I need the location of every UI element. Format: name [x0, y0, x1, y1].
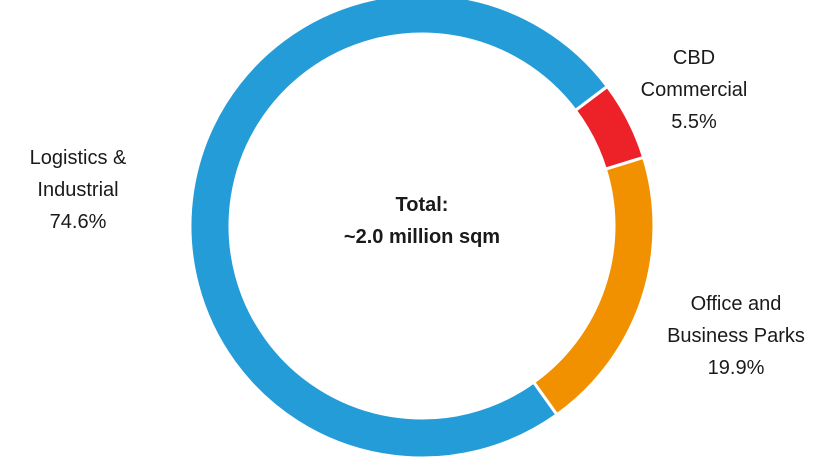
slice-value-label: 19.9% — [708, 357, 765, 379]
slice-label-line: Business Parks — [667, 325, 805, 347]
center-total-value: ~2.0 million sqm — [344, 226, 500, 248]
donut-slices — [188, 0, 656, 460]
slice-value-label: 5.5% — [671, 111, 717, 133]
slice-label-line: Office and — [691, 293, 782, 315]
slice-label-logistics-industrial: Logistics & Industrial 74.6% — [30, 147, 127, 233]
slice-label-office-business-parks: Office and Business Parks 19.9% — [667, 293, 805, 379]
slice-label-line: Commercial — [641, 79, 748, 101]
slice-label-cbd-commercial: CBD Commercial 5.5% — [641, 47, 748, 133]
slice-label-line: Logistics & — [30, 147, 127, 169]
slice-label-line: Industrial — [37, 179, 118, 201]
center-total-label: Total: — [396, 194, 449, 216]
slice-value-label: 74.6% — [50, 211, 107, 233]
donut-slice-office-and-business-parks — [532, 155, 656, 417]
slice-label-line: CBD — [673, 47, 715, 69]
donut-slice-logistics-industrial — [188, 0, 609, 460]
